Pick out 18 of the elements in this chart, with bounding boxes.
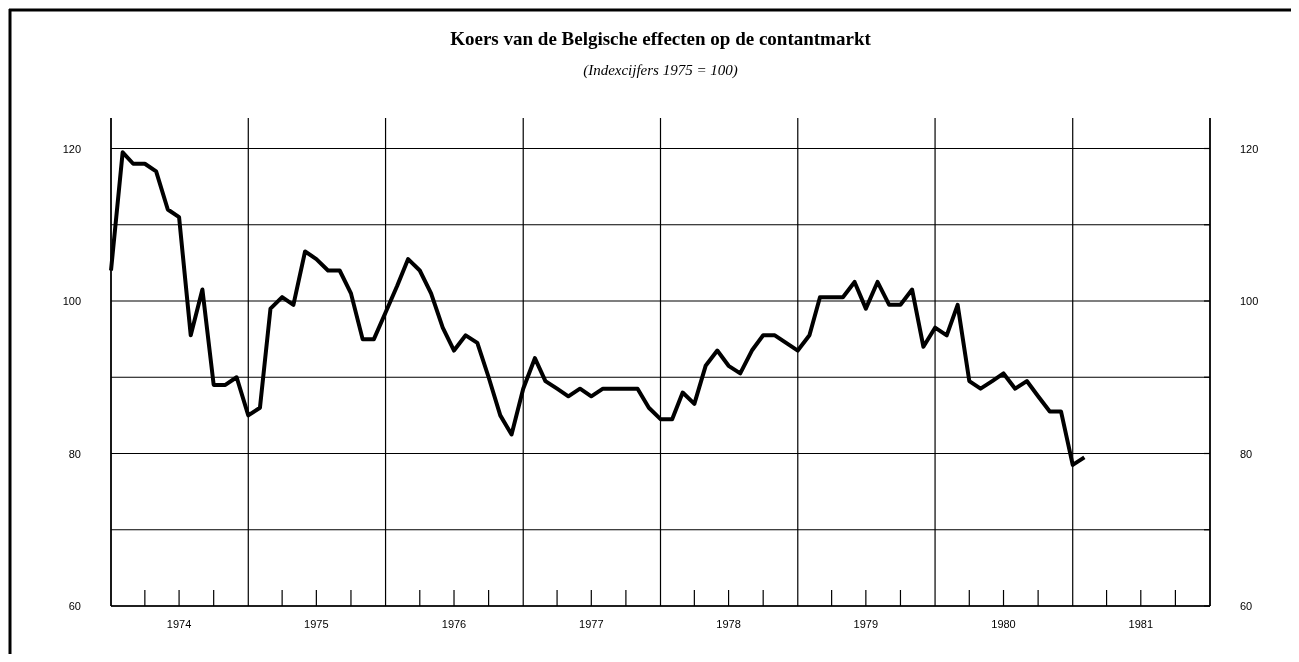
y2-tick-label: 100: [1240, 295, 1259, 307]
y-tick-label: 80: [68, 447, 81, 460]
chart-title: Koers van de Belgische effecten op de contantmarkt: [450, 28, 872, 49]
x-tick-label: 1974: [166, 618, 192, 630]
x-tick-label: 1980: [991, 618, 1016, 630]
x-tick-label: 1981: [1128, 618, 1154, 630]
x-tick-label: 1978: [716, 618, 741, 630]
x-tick-label: 1977: [579, 618, 604, 630]
y-tick-label: 100: [62, 295, 81, 307]
y-tick-label: 120: [62, 142, 81, 155]
x-tick-label: 1975: [304, 618, 329, 630]
y2-tick-label: 60: [1240, 600, 1253, 612]
x-tick-label: 1976: [441, 618, 467, 630]
y2-tick-label: 80: [1240, 447, 1253, 460]
y-tick-label: 60: [68, 600, 81, 612]
chart-subtitle: (Indexcijfers 1975 = 100): [583, 62, 738, 79]
y2-tick-label: 120: [1240, 142, 1259, 155]
x-tick-label: 1979: [853, 618, 879, 630]
